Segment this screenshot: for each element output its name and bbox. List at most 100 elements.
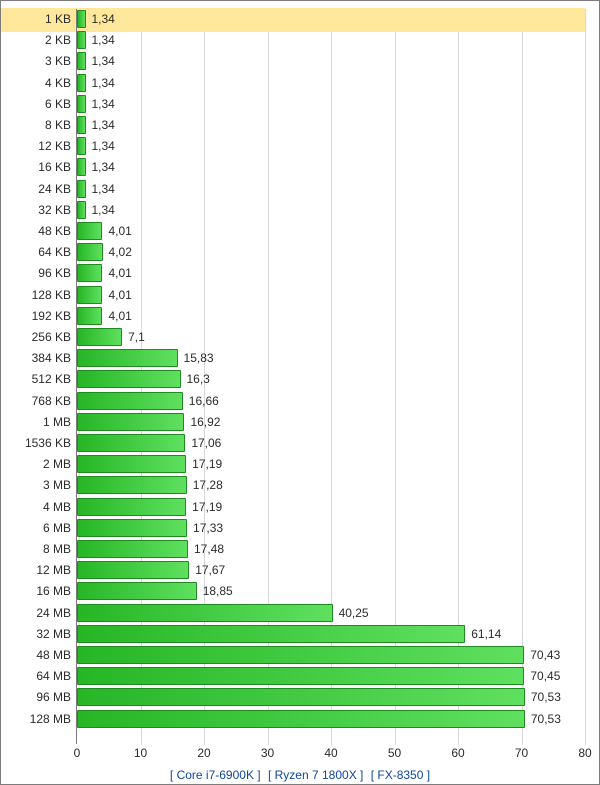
data-row[interactable]: 256 KB7,1 [77,327,585,347]
bar [77,74,86,92]
data-row[interactable]: 64 KB4,02 [77,242,585,262]
bar-value-label: 17,28 [193,478,223,492]
y-axis-label: 1 MB [1,415,71,429]
bar-value-label: 1,34 [92,12,115,26]
bar-value-label: 4,01 [108,309,131,323]
bar [77,328,122,346]
legend-item-i7-6900k[interactable]: [ Core i7-6900K ] [170,768,261,782]
x-tick-label: 20 [197,746,210,760]
data-row[interactable]: 32 MB61,14 [77,624,585,644]
bar [77,52,86,70]
bar [77,31,86,49]
bar-value-label: 1,34 [92,139,115,153]
x-tick-label: 30 [261,746,274,760]
data-row[interactable]: 24 KB1,34 [77,179,585,199]
data-row[interactable]: 6 MB17,33 [77,518,585,538]
x-tick-label: 0 [74,746,81,760]
bar [77,10,86,28]
data-row[interactable]: 4 MB17,19 [77,497,585,517]
data-row[interactable]: 1 MB16,92 [77,412,585,432]
bar [77,540,188,558]
bar [77,476,187,494]
bar [77,519,187,537]
data-row[interactable]: 768 KB16,66 [77,391,585,411]
bar [77,349,178,367]
y-axis-label: 24 KB [1,182,71,196]
latency-bar-chart: 1 KB1,342 KB1,343 KB1,344 KB1,346 KB1,34… [0,0,600,785]
bar [77,116,86,134]
data-row[interactable]: 96 MB70,53 [77,687,585,707]
y-axis-label: 48 KB [1,224,71,238]
data-row[interactable]: 12 MB17,67 [77,560,585,580]
y-axis-label: 384 KB [1,351,71,365]
bar-value-label: 16,66 [189,394,219,408]
data-row[interactable]: 32 KB1,34 [77,200,585,220]
y-axis-label: 16 MB [1,584,71,598]
data-row[interactable]: 2 MB17,19 [77,454,585,474]
data-row[interactable]: 4 KB1,34 [77,73,585,93]
x-tick-label: 60 [451,746,464,760]
bar-value-label: 17,33 [193,521,223,535]
data-row[interactable]: 48 KB4,01 [77,221,585,241]
data-row[interactable]: 2 KB1,34 [77,30,585,50]
bar-value-label: 70,45 [530,669,560,683]
y-axis-label: 16 KB [1,160,71,174]
x-tick-label: 70 [515,746,528,760]
bar [77,264,102,282]
bar [77,370,181,388]
bar-value-label: 1,34 [92,76,115,90]
legend-item-fx-8350[interactable]: [ FX-8350 ] [371,768,430,782]
y-axis-label: 12 KB [1,139,71,153]
plot-area: 1 KB1,342 KB1,343 KB1,344 KB1,346 KB1,34… [77,9,585,745]
data-row[interactable]: 6 KB1,34 [77,94,585,114]
data-row[interactable]: 128 KB4,01 [77,285,585,305]
bar-value-label: 1,34 [92,97,115,111]
y-axis-label: 128 MB [1,712,71,726]
bar-value-label: 70,53 [531,690,561,704]
data-row[interactable]: 24 MB40,25 [77,603,585,623]
data-row[interactable]: 48 MB70,43 [77,645,585,665]
y-axis-line [76,9,77,744]
bar [77,710,525,728]
bar [77,307,102,325]
bar [77,222,102,240]
data-row[interactable]: 192 KB4,01 [77,306,585,326]
bar-value-label: 17,06 [191,436,221,450]
bar-value-label: 17,48 [194,542,224,556]
bar-value-label: 15,83 [184,351,214,365]
y-axis-label: 4 MB [1,500,71,514]
data-row[interactable]: 384 KB15,83 [77,348,585,368]
bar [77,286,102,304]
data-row[interactable]: 3 KB1,34 [77,51,585,71]
data-row[interactable]: 1536 KB17,06 [77,433,585,453]
bar-value-label: 40,25 [339,606,369,620]
data-row[interactable]: 96 KB4,01 [77,263,585,283]
bar [77,158,86,176]
bar [77,625,465,643]
data-row[interactable]: 64 MB70,45 [77,666,585,686]
data-row[interactable]: 16 KB1,34 [77,157,585,177]
bar [77,455,186,473]
bar [77,392,183,410]
bar [77,561,189,579]
bar [77,688,525,706]
data-row[interactable]: 128 MB70,53 [77,709,585,729]
y-axis-label: 768 KB [1,394,71,408]
data-row[interactable]: 8 KB1,34 [77,115,585,135]
x-tick-label: 40 [324,746,337,760]
y-axis-label: 256 KB [1,330,71,344]
data-row[interactable]: 1 KB1,34 [77,9,585,31]
bar [77,137,86,155]
x-tick-label: 10 [134,746,147,760]
data-row[interactable]: 8 MB17,48 [77,539,585,559]
y-axis-label: 1536 KB [1,436,71,450]
data-row[interactable]: 512 KB16,3 [77,369,585,389]
bar-value-label: 1,34 [92,33,115,47]
legend-item-ryzen-1800x[interactable]: [ Ryzen 7 1800X ] [268,768,363,782]
data-row[interactable]: 16 MB18,85 [77,581,585,601]
bar [77,667,524,685]
x-axis: 01020304050607080 [77,746,585,764]
data-row[interactable]: 3 MB17,28 [77,475,585,495]
data-row[interactable]: 12 KB1,34 [77,136,585,156]
bar-value-label: 16,92 [190,415,220,429]
